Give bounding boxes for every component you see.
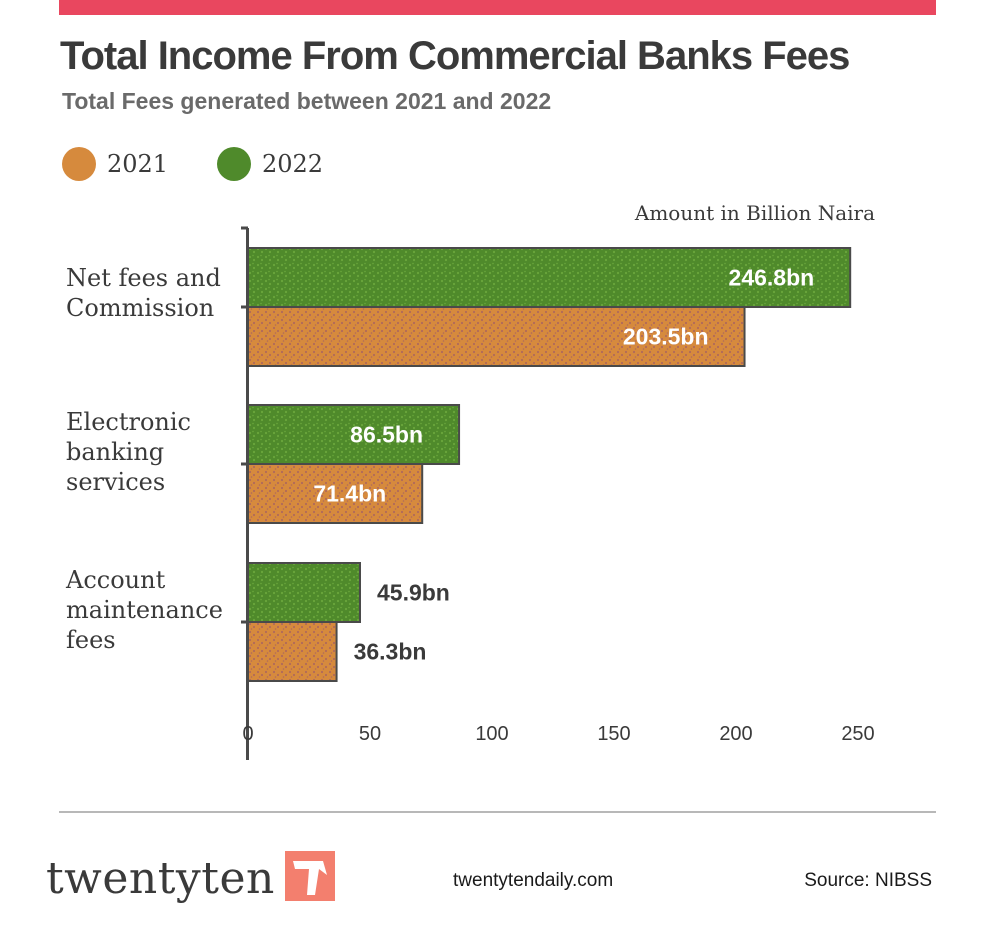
bar-2021-2 (247, 621, 338, 682)
bar-2022-0 (247, 247, 852, 308)
accent-bar (59, 0, 936, 15)
bar-2021-0 (247, 306, 746, 367)
x-tick-label-2: 100 (475, 723, 508, 745)
data-label-2021-1: 71.4bn (313, 481, 386, 507)
data-label-2022-0: 246.8bn (729, 265, 815, 291)
chart-subtitle: Total Fees generated between 2021 and 20… (62, 88, 552, 114)
bar-2022-2 (247, 562, 361, 623)
legend-item-2021: 2021 (62, 147, 168, 181)
brand-logo: twentyten (46, 851, 335, 906)
source-note: Source: NIBSS (804, 870, 932, 891)
x-tick-label-5: 250 (841, 723, 874, 745)
bar-chart: Amount in Billion Naira 246.8bn 203.5bn 86… (65, 201, 875, 760)
axis-unit-label: Amount in Billion Naira (634, 201, 875, 225)
legend-item-2022: 2022 (217, 147, 323, 181)
chart-title: Total Income From Commercial Banks Fees (60, 34, 850, 78)
legend-label-2021: 2021 (107, 150, 169, 178)
x-tick-label-1: 50 (359, 723, 381, 745)
data-label-2022-1: 86.5bn (350, 422, 423, 448)
category-label-1: Electronic banking services (66, 408, 191, 496)
data-label-2021-0: 203.5bn (623, 324, 709, 350)
brand-logo-text: twentyten (46, 852, 275, 904)
brand-logo-mark-icon (284, 851, 335, 906)
x-tick-label-3: 150 (597, 723, 630, 745)
data-label-2021-2: 36.3bn (354, 639, 427, 665)
footer-divider (59, 811, 936, 813)
legend-swatch-2021 (62, 147, 96, 181)
x-tick-label-0: 0 (242, 723, 253, 745)
x-tick-label-4: 200 (719, 723, 752, 745)
legend-label-2022: 2022 (262, 150, 324, 178)
category-label-2: Account maintenance fees (65, 566, 223, 654)
category-label-0: Net fees and Commission (66, 264, 221, 322)
data-label-2022-2: 45.9bn (377, 580, 450, 606)
legend-swatch-2022 (217, 147, 251, 181)
bar-2021-1 (247, 463, 424, 524)
website-link[interactable]: twentytendaily.com (453, 870, 614, 891)
